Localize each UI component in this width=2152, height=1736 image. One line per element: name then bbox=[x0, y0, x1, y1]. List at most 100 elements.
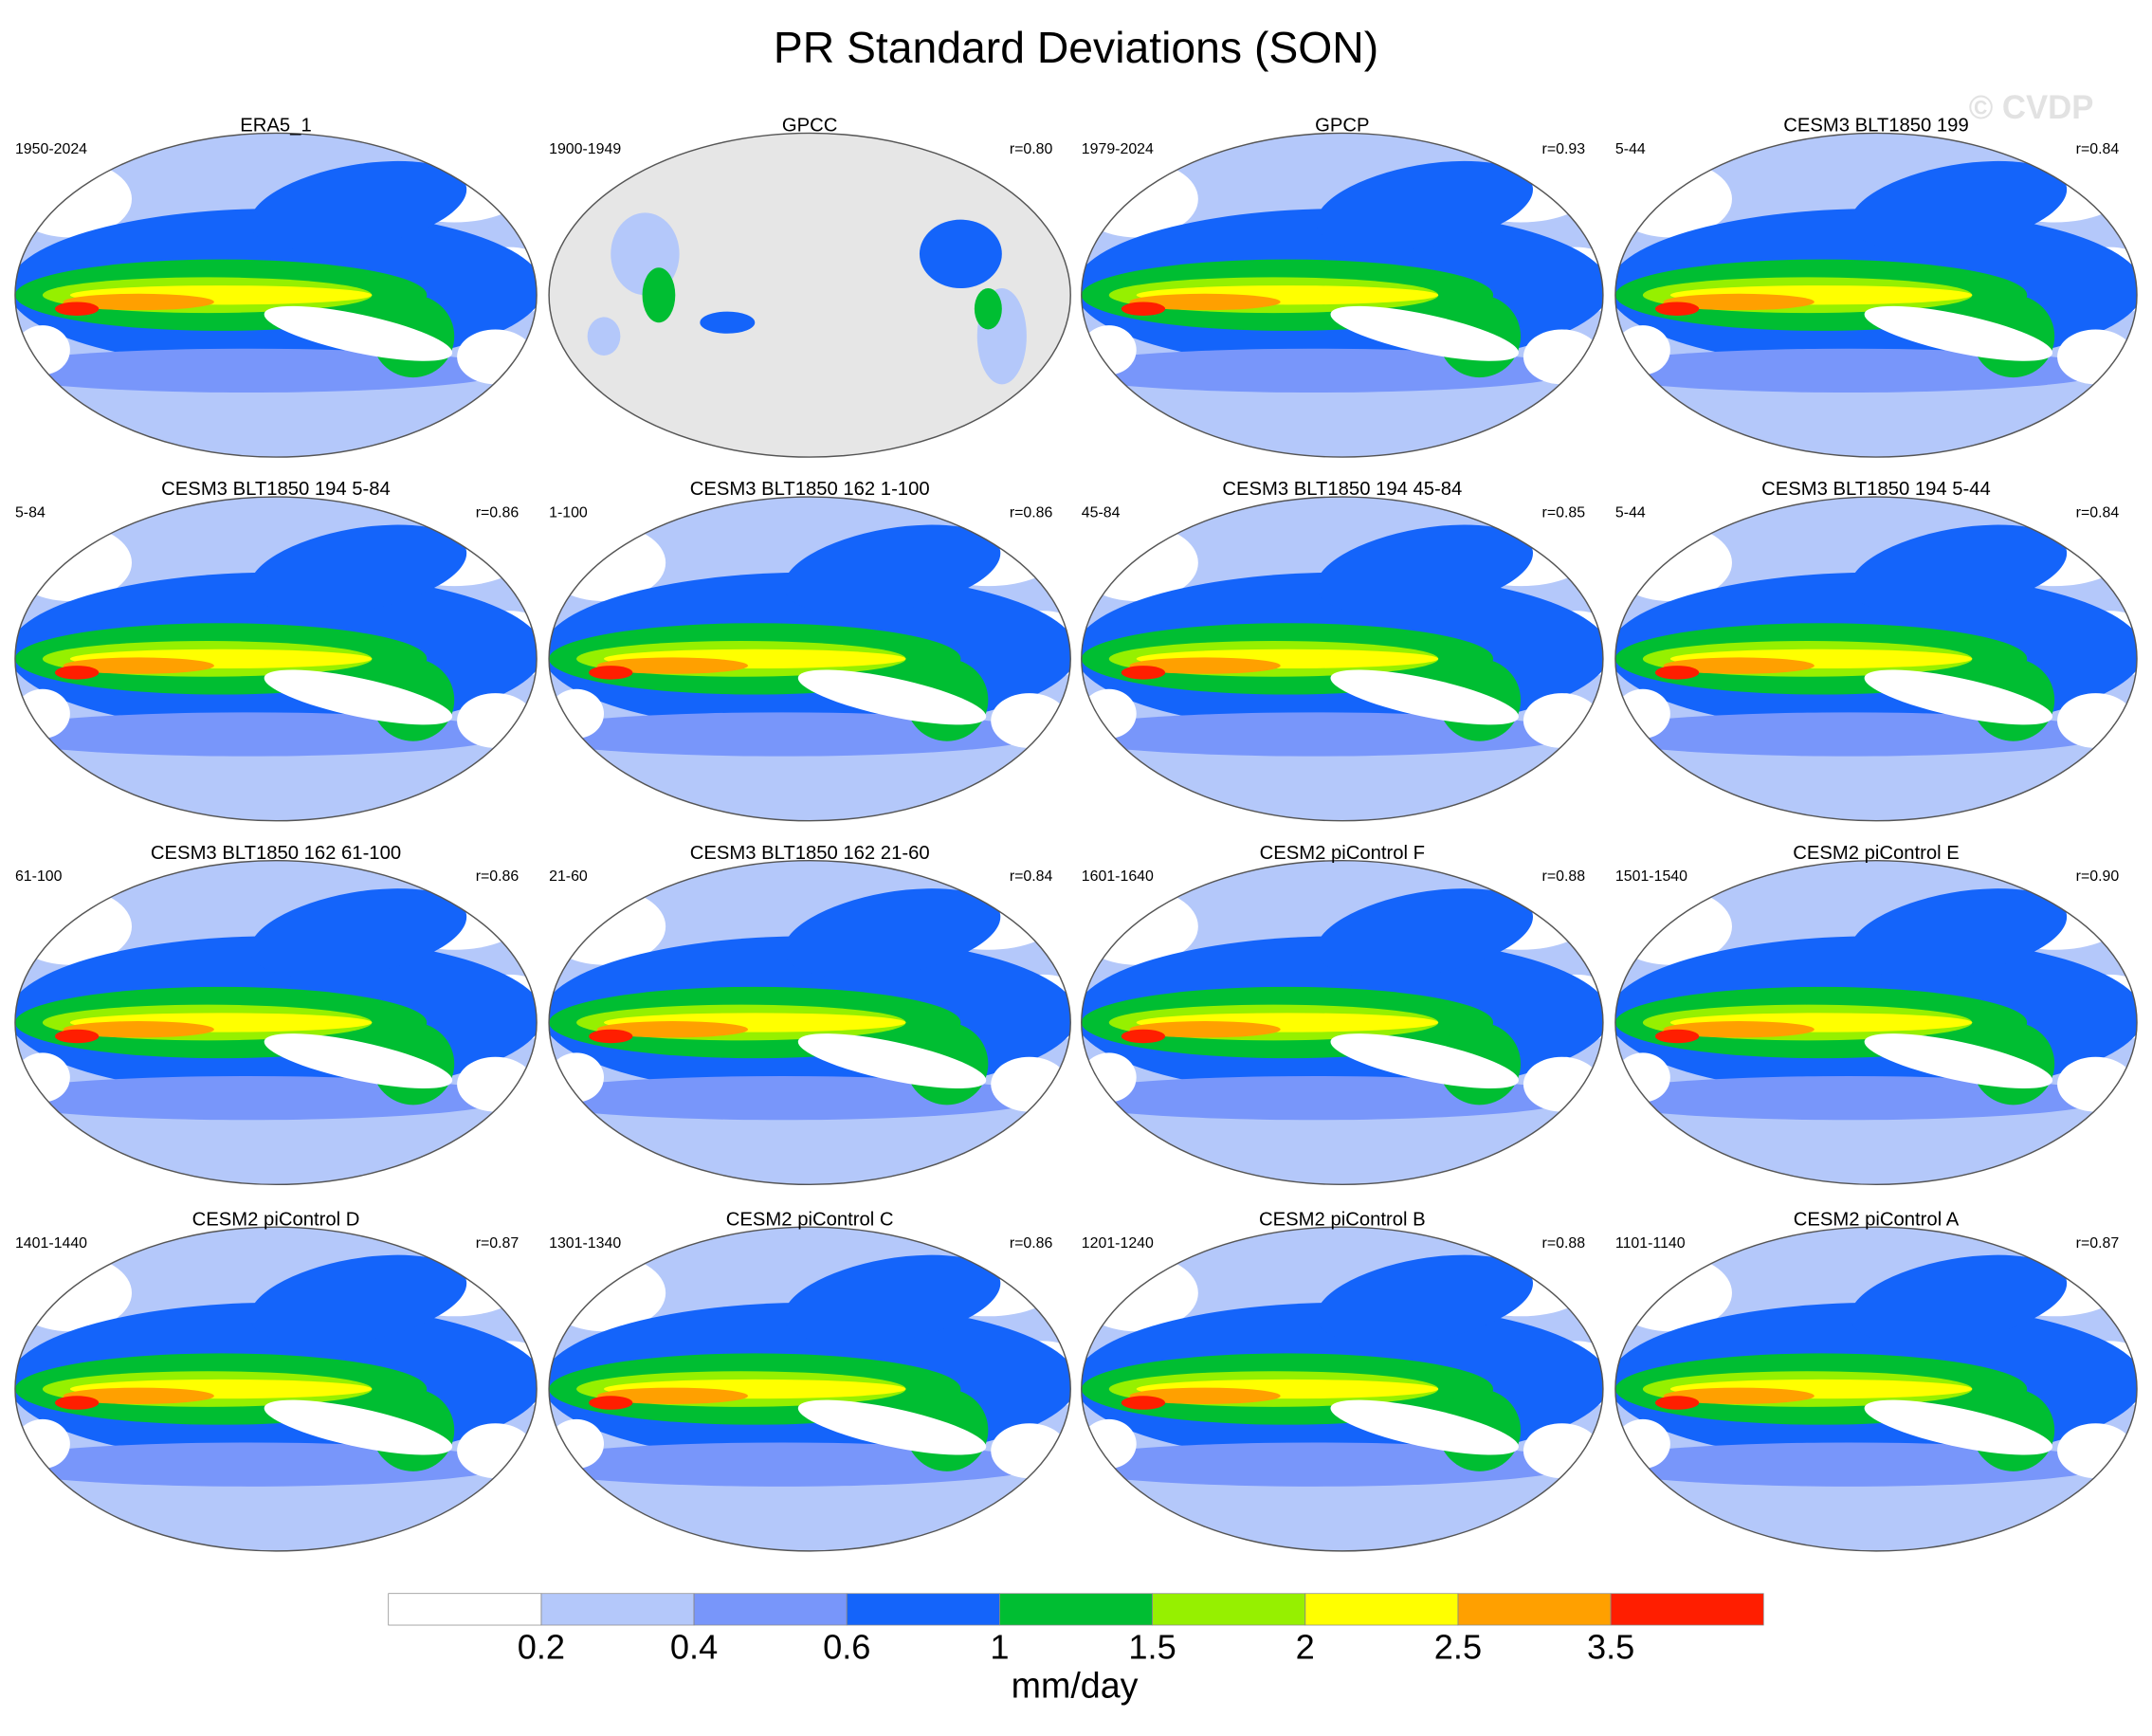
field-patch bbox=[249, 524, 467, 615]
field-patch bbox=[1864, 1033, 2053, 1088]
field-patch bbox=[596, 1387, 749, 1404]
field-patch bbox=[1663, 293, 1815, 311]
field-patch bbox=[1614, 1442, 2110, 1487]
map-border bbox=[548, 496, 1071, 822]
field-patch bbox=[14, 1075, 510, 1121]
field-patch bbox=[783, 524, 1001, 615]
field-patch bbox=[1330, 1399, 1519, 1455]
map-border bbox=[1081, 859, 1604, 1186]
field-patch bbox=[54, 1396, 100, 1410]
panel-title: GPCC bbox=[782, 116, 838, 137]
field-patch bbox=[1614, 1075, 2110, 1121]
field-patch bbox=[1663, 1021, 1815, 1038]
field-patch bbox=[596, 657, 749, 674]
field-patch bbox=[1614, 712, 2110, 757]
panel-correlation: r=0.86 bbox=[1010, 1235, 1053, 1252]
field-patch bbox=[1850, 160, 2068, 251]
field-patch bbox=[457, 1423, 535, 1479]
panel-correlation: r=0.87 bbox=[2076, 1235, 2120, 1252]
panel-title: CESM2 piControl C bbox=[726, 1209, 894, 1230]
field-patch bbox=[1081, 712, 1576, 757]
panel-title: CESM3 BLT1850 194 5-44 bbox=[1761, 479, 1991, 500]
field-patch bbox=[1330, 669, 1519, 725]
panel-title: CESM2 piControl F bbox=[1260, 843, 1425, 864]
field-patch bbox=[14, 348, 510, 393]
colorbar-box bbox=[1152, 1593, 1306, 1626]
field-patch bbox=[797, 1399, 987, 1455]
field-patch bbox=[1663, 657, 1815, 674]
field-patch bbox=[1316, 160, 1534, 251]
map-panel: GPCC 1900-1949 r=0.80 bbox=[548, 116, 1071, 458]
panel-period: 1301-1340 bbox=[549, 1235, 621, 1252]
panel-correlation: r=0.86 bbox=[476, 868, 520, 885]
panel-correlation: r=0.86 bbox=[1010, 505, 1053, 521]
panel-period: 1900-1949 bbox=[549, 141, 621, 157]
field-patch bbox=[1121, 1029, 1166, 1044]
colorbar-tick-label: 0.2 bbox=[518, 1628, 565, 1667]
field-patch bbox=[797, 669, 987, 725]
field-patch bbox=[991, 1423, 1068, 1479]
panel-period: 5-44 bbox=[1615, 141, 1646, 157]
field-patch bbox=[63, 1021, 214, 1038]
field-patch bbox=[1654, 1396, 1700, 1410]
panel-period: 5-44 bbox=[1615, 505, 1646, 521]
field-patch bbox=[1663, 1387, 1815, 1404]
field-patch bbox=[63, 293, 214, 311]
field-patch bbox=[1523, 1056, 1601, 1112]
panel-correlation: r=0.85 bbox=[1542, 505, 1586, 521]
field-patch bbox=[2057, 693, 2135, 748]
panel-period: 45-84 bbox=[1082, 505, 1121, 521]
field-patch bbox=[549, 1442, 1044, 1487]
field-patch bbox=[1081, 1442, 1576, 1487]
panel-title: GPCP bbox=[1315, 116, 1369, 137]
field-patch bbox=[63, 657, 214, 674]
field-patch bbox=[1330, 1033, 1519, 1088]
panel-correlation: r=0.86 bbox=[476, 505, 520, 521]
map-border bbox=[1081, 496, 1604, 822]
field-patch bbox=[264, 1033, 453, 1088]
colorbar-tick-label: 3.5 bbox=[1587, 1628, 1634, 1667]
panel-correlation: r=0.90 bbox=[2076, 868, 2120, 885]
panel-period: 1979-2024 bbox=[1082, 141, 1154, 157]
field-patch bbox=[457, 329, 535, 385]
field-patch bbox=[1121, 302, 1166, 316]
field-patch bbox=[1316, 1254, 1534, 1345]
field-patch bbox=[1129, 657, 1281, 674]
field-patch bbox=[1316, 524, 1534, 615]
field-patch bbox=[1523, 329, 1601, 385]
colorbar-box bbox=[540, 1593, 695, 1626]
map-border bbox=[14, 859, 538, 1186]
field-patch bbox=[1864, 305, 2053, 361]
field-patch bbox=[457, 1056, 535, 1112]
panel-correlation: r=0.93 bbox=[1542, 141, 1586, 157]
colorbar-tick-label: 1 bbox=[990, 1628, 1009, 1667]
panel-correlation: r=0.84 bbox=[2076, 505, 2120, 521]
field-patch bbox=[54, 302, 100, 316]
map-border bbox=[1614, 1226, 2138, 1552]
map-border bbox=[1614, 496, 2138, 822]
field-patch bbox=[596, 1021, 749, 1038]
field-patch bbox=[589, 1396, 633, 1410]
watermark: © CVDP bbox=[1969, 90, 2094, 126]
field-patch bbox=[587, 317, 621, 356]
colorbar: 0.2 0.4 0.6 1 1.5 2 2.5 3.5 bbox=[388, 1593, 1764, 1667]
field-patch bbox=[1654, 666, 1700, 680]
colorbar-units: mm/day bbox=[1012, 1666, 1139, 1706]
field-patch bbox=[797, 1033, 987, 1088]
map-border bbox=[548, 132, 1071, 458]
field-patch bbox=[1121, 666, 1166, 680]
field-patch bbox=[14, 712, 510, 757]
panel-correlation: r=0.88 bbox=[1542, 868, 1586, 885]
map-border bbox=[1081, 132, 1604, 458]
field-patch bbox=[783, 1254, 1001, 1345]
colorbar-tick-label: 0.6 bbox=[823, 1628, 870, 1667]
field-patch bbox=[1316, 888, 1534, 978]
panel-period: 1501-1540 bbox=[1615, 868, 1687, 885]
field-patch bbox=[991, 693, 1068, 748]
colorbar-box bbox=[999, 1593, 1153, 1626]
field-patch bbox=[1654, 302, 1700, 316]
panel-period: 21-60 bbox=[549, 868, 588, 885]
panels: ERA5_1 1950-2024 GPCC 1900-1949 r=0.80 GPCP 19… bbox=[14, 116, 2138, 1552]
colorbar-box bbox=[846, 1593, 1000, 1626]
field-patch bbox=[1850, 888, 2068, 978]
